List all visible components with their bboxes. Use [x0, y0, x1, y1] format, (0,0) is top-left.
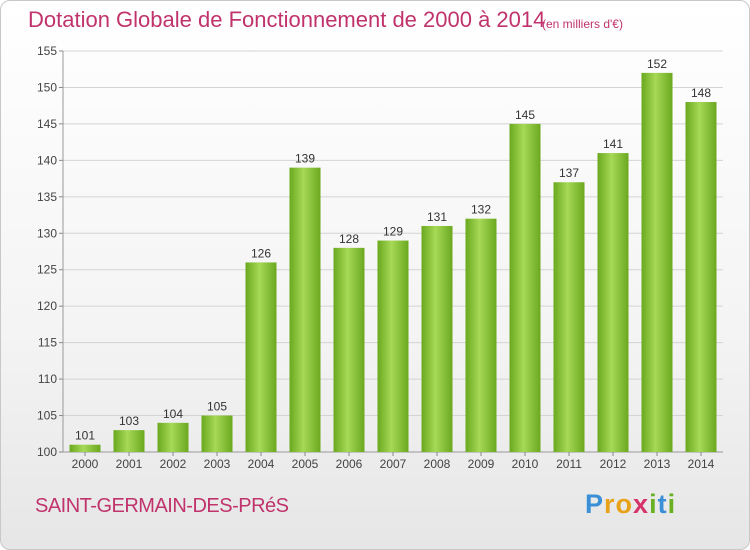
bar-2009	[465, 218, 497, 452]
data-label: 101	[75, 429, 95, 443]
chart-title: Dotation Globale de Fonctionnement de 20…	[28, 7, 546, 32]
y-tick-label: 125	[37, 263, 57, 277]
x-tick-label: 2004	[248, 457, 275, 471]
x-tick-label: 2014	[688, 457, 715, 471]
bar-layer	[69, 72, 717, 452]
x-tick-label: 2000	[72, 457, 99, 471]
y-tick-label: 140	[37, 153, 57, 167]
y-tick-label: 110	[38, 372, 57, 386]
data-label: 105	[207, 400, 227, 414]
data-label: 137	[559, 166, 579, 180]
bar-2002	[157, 422, 189, 452]
bar-2008	[421, 225, 453, 452]
x-tick-label: 2001	[116, 457, 143, 471]
y-tick-label: 115	[38, 336, 57, 350]
bar-2011	[553, 182, 585, 452]
x-tick-label: 2002	[160, 457, 187, 471]
data-label: 131	[427, 210, 447, 224]
data-label: 132	[471, 203, 491, 217]
x-tick-label: 2007	[380, 457, 407, 471]
x-tick-label: 2008	[424, 457, 451, 471]
bar-2014	[685, 102, 717, 452]
y-tick-label: 105	[37, 409, 57, 423]
proxiti-logo[interactable]: Proxiti	[585, 489, 676, 520]
logo-letter: r	[604, 489, 616, 519]
x-tick-label: 2012	[600, 457, 627, 471]
data-label: 104	[163, 407, 183, 421]
label-layer: 101 103 104 105 126 139 128 129 131 132 145 137 141 1…	[75, 57, 711, 443]
y-tick-label: 135	[37, 190, 57, 204]
bar-2000	[69, 444, 101, 452]
data-label: 139	[295, 152, 315, 166]
logo-letter: i	[667, 489, 677, 519]
data-label: 129	[383, 225, 403, 239]
bar-2013	[641, 72, 673, 452]
bar-2012	[597, 153, 629, 452]
bar-2003	[201, 415, 233, 452]
x-tick-label: 2005	[292, 457, 319, 471]
bar-2006	[333, 247, 365, 452]
x-tick-label: 2011	[556, 457, 582, 471]
bar-2001	[113, 430, 145, 452]
data-label: 148	[691, 86, 711, 100]
x-tick-label: 2003	[204, 457, 231, 471]
logo-letter: P	[585, 489, 605, 519]
x-tick-label: 2010	[512, 457, 539, 471]
x-tick-label: 2009	[468, 457, 495, 471]
data-label: 103	[119, 414, 139, 428]
bar-2005	[289, 167, 321, 452]
y-tick-label: 130	[37, 226, 57, 240]
y-tick-label: 150	[37, 80, 57, 94]
x-tick-label: 2006	[336, 457, 363, 471]
y-tick-label: 100	[37, 445, 57, 459]
logo-letter: x	[633, 489, 650, 519]
x-tick-label: 2013	[644, 457, 671, 471]
bar-2004	[245, 262, 277, 452]
logo-letter: t	[657, 489, 668, 519]
logo-letter: i	[649, 489, 658, 519]
data-label: 128	[339, 232, 359, 246]
y-tick-label: 145	[37, 117, 57, 131]
data-label: 145	[515, 108, 535, 122]
chart-subtitle: (en milliers d'€)	[542, 17, 623, 31]
data-label: 126	[251, 246, 271, 260]
data-label: 152	[647, 57, 667, 71]
y-tick-label: 120	[37, 299, 57, 313]
bar-2007	[377, 240, 409, 452]
y-tick-label: 155	[37, 44, 57, 58]
data-label: 141	[603, 137, 623, 151]
commune-name: SAINT-GERMAIN-DES-PRéS	[35, 495, 289, 517]
bar-2010	[509, 123, 541, 452]
logo-letter: o	[615, 489, 634, 519]
